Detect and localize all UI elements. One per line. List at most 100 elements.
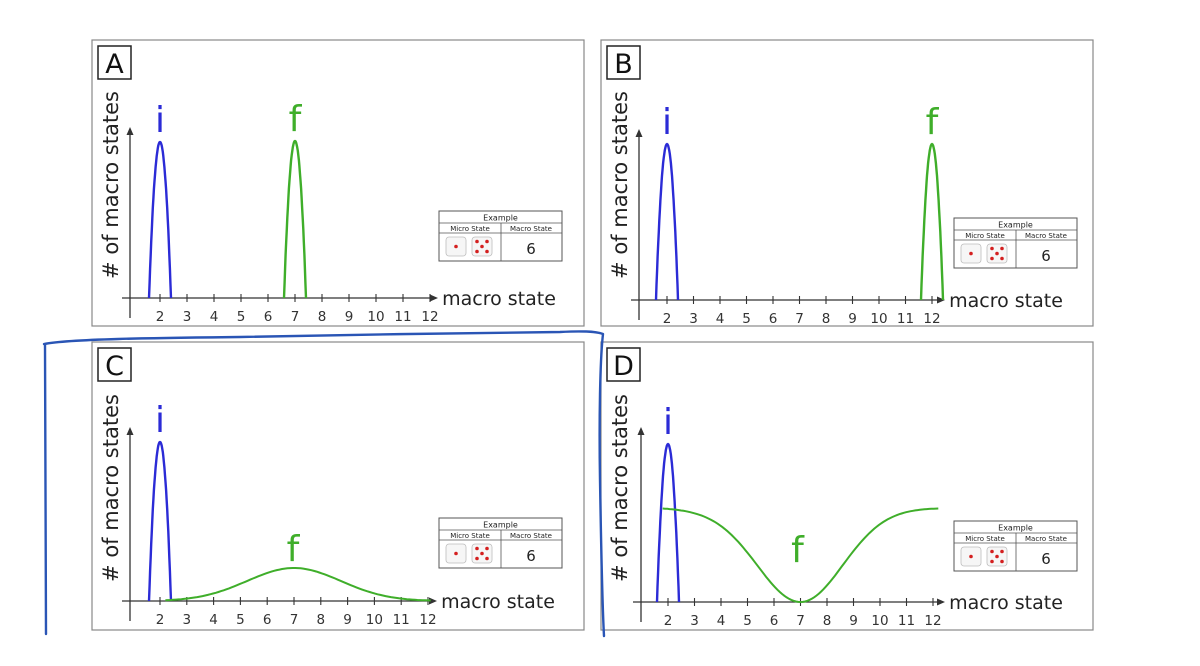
x-tick-label: 2	[663, 311, 672, 327]
die-pip	[990, 246, 994, 251]
panel-frame	[600, 341, 1094, 631]
x-tick-label: 5	[236, 612, 245, 628]
y-axis-label: # of macro states	[99, 394, 123, 582]
panel-letter: D	[613, 351, 634, 382]
x-tick-label: 6	[770, 613, 779, 629]
die-pip	[454, 244, 458, 249]
die-pip	[475, 546, 479, 551]
panel-C: C # of macro states 2 3 4 5 6 7 8 9 10 11 12 macro st…	[91, 341, 585, 631]
x-tick-label: 5	[237, 309, 246, 325]
y-axis-label: # of macro states	[608, 91, 632, 279]
die-pip	[969, 251, 973, 256]
x-tick-label: 9	[343, 612, 352, 628]
x-tick-label: 8	[318, 309, 327, 325]
x-tick-label: 9	[849, 613, 858, 629]
x-tick-label: 8	[823, 613, 832, 629]
final-distribution-curve	[919, 142, 945, 301]
x-tick-label: 9	[848, 311, 857, 327]
initial-label: i	[155, 400, 165, 441]
x-tick-label: 8	[317, 612, 326, 628]
die-pip	[454, 551, 458, 556]
x-tick-label: 7	[796, 613, 805, 629]
die-pip	[475, 249, 479, 254]
annotation-stroke-top-right	[42, 330, 606, 638]
panel-letter: C	[105, 351, 124, 382]
panel-letter-box	[97, 45, 132, 80]
example-table-header-micro: Micro State	[965, 535, 1005, 543]
y-axis-label: # of macro states	[99, 91, 123, 279]
example-table-header-macro: Macro State	[510, 532, 552, 540]
final-label: f	[791, 530, 805, 571]
x-tick-label: 3	[183, 612, 192, 628]
y-axis-arrow	[637, 427, 645, 435]
initial-label: i	[155, 100, 165, 141]
example-table: Example Micro State Macro State 6	[953, 217, 1078, 269]
x-tick-label: 2	[156, 612, 165, 628]
panel-letter: A	[105, 49, 124, 80]
x-tick-label: 12	[419, 612, 436, 628]
die-pip	[1000, 246, 1004, 251]
example-table: Example Micro State Macro State 6	[953, 520, 1078, 572]
die-pip	[485, 239, 489, 244]
x-tick-label: 5	[742, 311, 751, 327]
final-label: f	[289, 99, 303, 140]
x-axis-arrow	[430, 294, 438, 302]
example-table-title: Example	[998, 524, 1033, 533]
x-tick-label: 11	[898, 613, 915, 629]
x-axis-label: macro state	[442, 288, 556, 310]
panel-frame	[91, 39, 585, 327]
handwritten-annotation	[42, 330, 606, 638]
panel-letter-box	[606, 45, 641, 80]
example-table-value: 6	[1041, 550, 1051, 568]
example-table: Example Micro State Macro State 6	[438, 517, 563, 569]
panel-D: D # of macro states 2 3 4 5 6 7 8 9 10 11 12 macro st…	[600, 341, 1094, 631]
x-axis-label: macro state	[949, 592, 1063, 614]
x-tick-label: 7	[291, 309, 300, 325]
panel-letter-box	[606, 347, 641, 382]
x-axis-arrow	[937, 296, 945, 304]
final-distribution-curve	[662, 507, 939, 604]
initial-distribution-curve	[654, 142, 680, 301]
x-tick-label: 9	[345, 309, 354, 325]
x-tick-label: 11	[393, 612, 410, 628]
x-tick-label: 3	[183, 309, 192, 325]
example-table-title: Example	[483, 214, 518, 223]
x-tick-label: 7	[795, 311, 804, 327]
x-tick-label: 8	[822, 311, 831, 327]
example-table-header-micro: Micro State	[450, 225, 490, 233]
panel-B: B # of macro states 2 3 4 5 6 7 8 9 10 11 12 macro st…	[600, 39, 1094, 327]
x-axis-arrow	[937, 598, 945, 606]
x-tick-label: 4	[210, 309, 219, 325]
die-pip	[485, 556, 489, 561]
y-axis-label: # of macro states	[608, 394, 632, 582]
x-axis-arrow	[429, 597, 437, 605]
x-tick-label: 6	[263, 612, 272, 628]
x-tick-label: 10	[366, 612, 383, 628]
initial-distribution-curve	[147, 440, 173, 602]
x-tick-label: 3	[690, 613, 699, 629]
die-pip	[485, 249, 489, 254]
initial-distribution-curve	[655, 442, 681, 603]
x-tick-label: 12	[923, 311, 940, 327]
x-tick-label: 4	[716, 311, 725, 327]
final-label: f	[287, 529, 301, 570]
die-pip	[480, 244, 484, 249]
x-tick-label: 6	[264, 309, 273, 325]
x-tick-label: 10	[367, 309, 384, 325]
die-pip	[969, 554, 973, 559]
die-pip	[995, 251, 999, 256]
example-table-value: 6	[1041, 247, 1051, 265]
x-tick-label: 11	[897, 311, 914, 327]
x-axis-label: macro state	[441, 591, 555, 613]
example-table: Example Micro State Macro State 6	[438, 210, 563, 262]
y-axis-arrow	[635, 129, 643, 137]
y-axis-arrow	[126, 427, 134, 435]
die-pip	[485, 546, 489, 551]
x-tick-label: 2	[664, 613, 673, 629]
example-table-title: Example	[998, 221, 1033, 230]
panel-frame	[91, 341, 585, 631]
example-table-header-macro: Macro State	[510, 225, 552, 233]
initial-label: i	[662, 102, 672, 143]
final-distribution-curve	[282, 139, 308, 299]
